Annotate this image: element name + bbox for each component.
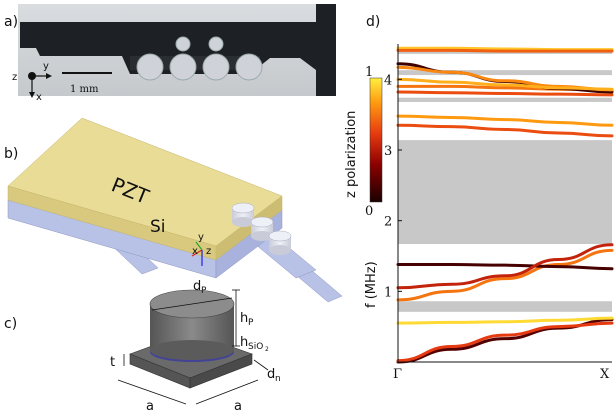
colorbar-label: z polarization — [344, 111, 359, 198]
photo-axis-x: x — [36, 92, 42, 103]
panel-a: a) z y x 1 mm — [4, 4, 336, 103]
band-line-14 — [396, 48, 614, 53]
band-line-8 — [396, 90, 614, 97]
dim-dn-sub: n — [275, 374, 281, 384]
dim-hsio-sub2: 2 — [265, 346, 269, 353]
dim-dp: d — [193, 279, 201, 294]
y-tick-label-1: 1 — [384, 285, 392, 300]
y-tick-label-2: 2 — [384, 215, 392, 230]
band-line-1 — [396, 321, 614, 363]
si-label: Si — [150, 217, 166, 237]
band-line-4 — [396, 262, 614, 271]
panel-c: c) d P h P h SiO 2 t d n a a — [4, 279, 281, 414]
y-tick-label-4: 4 — [384, 73, 392, 88]
panel-d: d) 1 2 3 4 Γ X 1 0 z polarization f (MHz) — [344, 14, 614, 382]
dim-hsio: h — [240, 335, 248, 350]
band-line-5 — [396, 243, 614, 290]
device-axes: y x z — [191, 232, 211, 266]
band-line-3 — [396, 248, 614, 302]
photo-resonators — [130, 36, 263, 81]
band-line-2 — [396, 316, 614, 325]
y-tick-label-3: 3 — [384, 144, 392, 159]
panel-a-label: a) — [4, 14, 18, 30]
band-gap-1 — [398, 140, 612, 244]
pzt-layer-end — [215, 195, 283, 261]
device-axis-x: x — [192, 246, 198, 257]
photo-axes: z y x — [12, 61, 52, 103]
y-axis-label: f (MHz) — [364, 261, 379, 308]
colorbar-min: 0 — [365, 204, 373, 219]
dim-a-right: a — [234, 399, 242, 414]
photo-scale-label: 1 mm — [70, 84, 99, 95]
dim-a-left: a — [146, 399, 154, 414]
band-line-12 — [396, 77, 614, 91]
colorbar-max: 1 — [365, 65, 373, 80]
panel-b-label: b) — [4, 146, 18, 162]
device-axis-y: y — [198, 232, 204, 243]
device-axis-z: z — [206, 246, 211, 257]
panel-d-label: d) — [366, 14, 380, 30]
band-gap-0 — [398, 301, 612, 312]
dim-dn: d — [267, 367, 275, 382]
band-plot: 1 2 3 4 Γ X — [384, 44, 614, 382]
device-cylinders — [231, 202, 292, 255]
dim-hp: h — [240, 311, 248, 326]
photo-board — [20, 4, 336, 96]
panel-b: b) PZT Si y — [4, 117, 343, 303]
dim-dp-sub: P — [201, 286, 207, 296]
photo-axis-y: y — [43, 61, 49, 72]
band-line-7 — [396, 123, 614, 138]
x-tick-label-0: Γ — [393, 367, 402, 382]
band-line-6 — [396, 114, 614, 127]
dim-hp-sub: P — [248, 318, 254, 328]
dim-t: t — [110, 355, 115, 370]
photo-axis-z: z — [12, 72, 17, 83]
band-gap-3 — [398, 70, 612, 76]
unit-base-right — [189, 353, 253, 389]
colorbar — [369, 77, 383, 203]
x-tick-label-1: X — [600, 367, 610, 382]
unit-dimensions — [117, 289, 269, 405]
dim-hsio-sub: SiO — [248, 342, 263, 352]
band-gap-2 — [398, 97, 612, 102]
panel-c-label: c) — [4, 316, 17, 332]
